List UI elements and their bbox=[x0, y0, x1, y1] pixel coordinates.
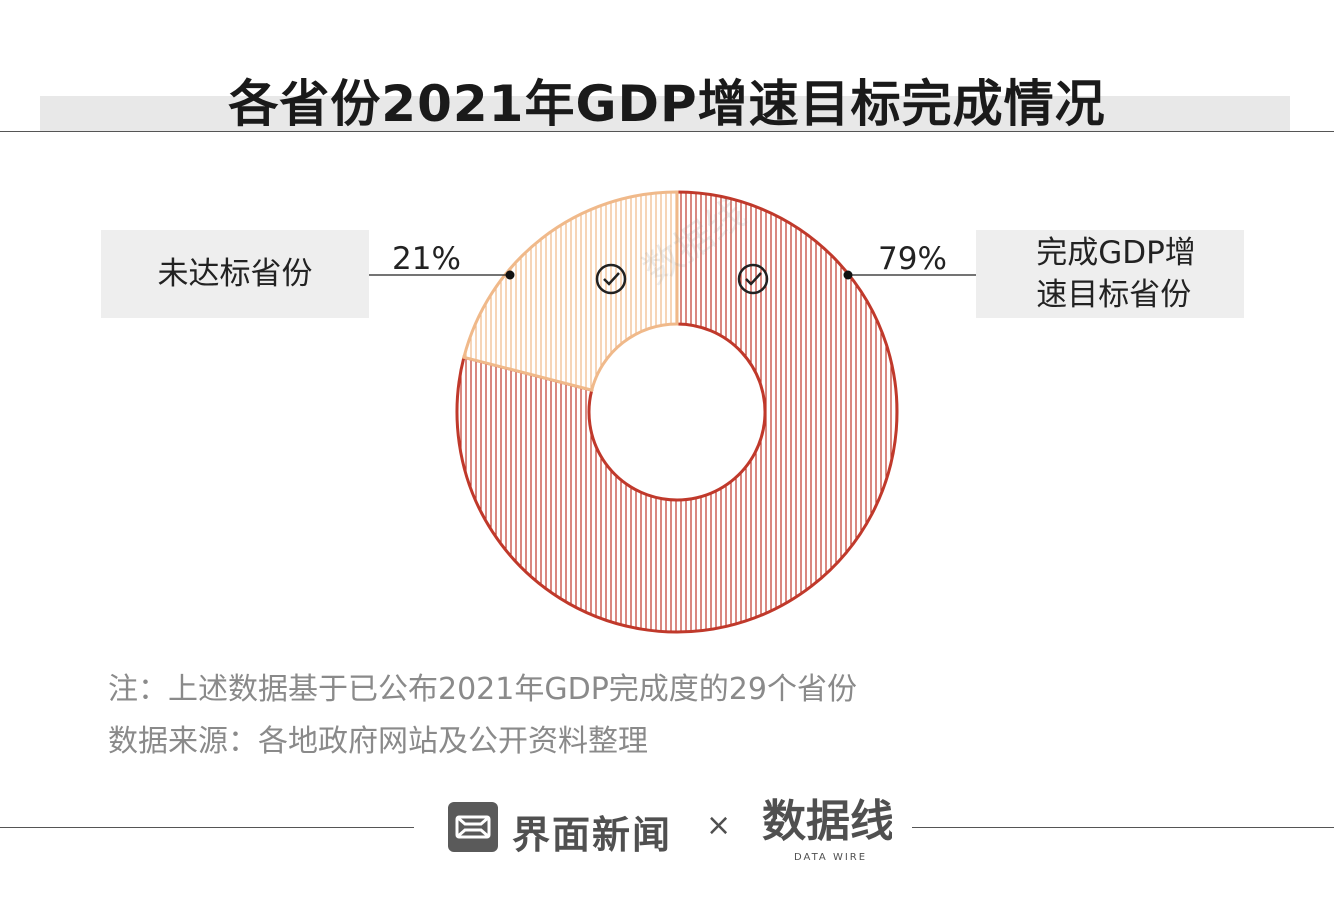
data-wire-logo: 数据线 DATA WIRE bbox=[762, 790, 894, 869]
data-label-unmet: 21% bbox=[392, 241, 461, 277]
footer-divider-left bbox=[0, 827, 414, 828]
legend-label-met-line1: 完成GDP增 bbox=[1036, 235, 1196, 271]
legend-label-unmet: 未达标省份 bbox=[157, 256, 313, 292]
donut-slice-met bbox=[455, 190, 899, 634]
data-label-met: 79% bbox=[878, 241, 947, 277]
brand-name: 界面新闻 bbox=[512, 813, 673, 857]
donut-slice-unmet bbox=[462, 190, 679, 392]
svg-text:数据线: 数据线 bbox=[762, 796, 892, 847]
legend-box-unmet: 未达标省份 bbox=[101, 230, 369, 318]
jiemian-logo-icon bbox=[448, 802, 498, 852]
footnote: 注：上述数据基于已公布2021年GDP完成度的29个省份 bbox=[108, 672, 857, 707]
svg-text:DATA WIRE: DATA WIRE bbox=[794, 852, 867, 863]
check-icon-left bbox=[595, 263, 627, 295]
check-icon-right bbox=[737, 263, 769, 295]
title-divider bbox=[0, 131, 1334, 132]
title-background-bar bbox=[40, 96, 1290, 132]
leader-dot-right bbox=[843, 270, 853, 280]
legend-box-met: 完成GDP增 速目标省份 bbox=[976, 230, 1244, 318]
data-source: 数据来源：各地政府网站及公开资料整理 bbox=[108, 724, 648, 759]
leader-dot-left bbox=[505, 270, 515, 280]
collab-separator: × bbox=[706, 808, 732, 843]
chart-title: 各省份2021年GDP增速目标完成情况 bbox=[228, 75, 1106, 133]
footer-divider-right bbox=[912, 827, 1334, 828]
legend-label-met-line2: 速目标省份 bbox=[1036, 277, 1192, 313]
